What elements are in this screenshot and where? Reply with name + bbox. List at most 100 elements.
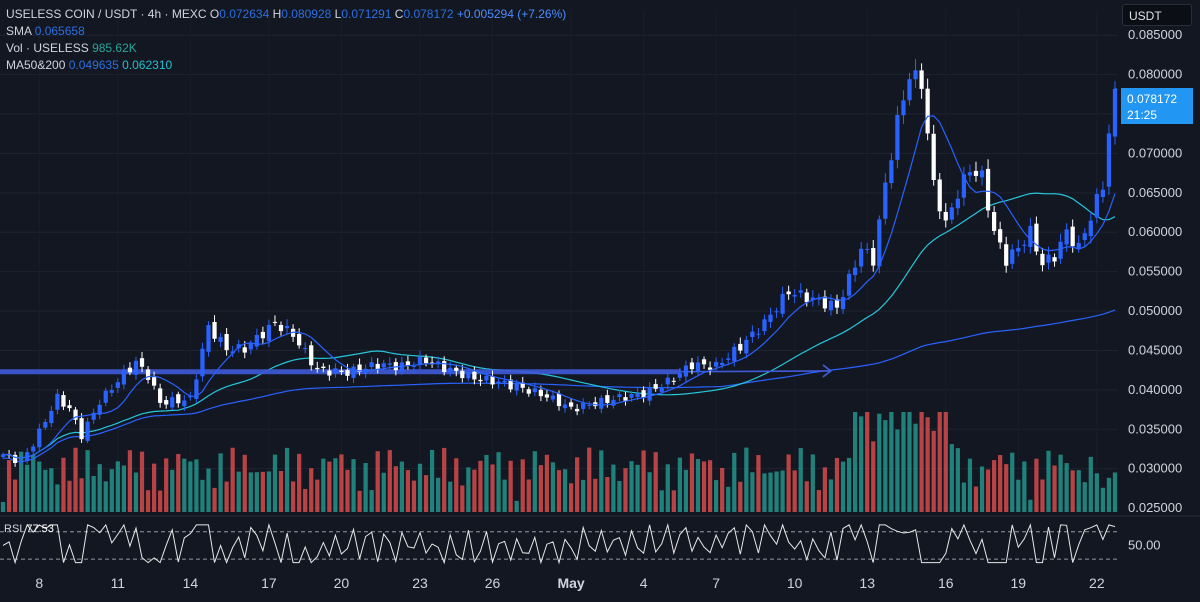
volume-bar — [91, 476, 96, 512]
volume-bar — [12, 479, 18, 512]
sma-row[interactable]: SMA 0.065658 — [6, 23, 566, 40]
candle-body — [659, 387, 664, 392]
price-tick-label: 0.065000 — [1128, 185, 1182, 200]
candle-body — [756, 333, 761, 335]
candle-body — [653, 384, 658, 389]
volume-bar — [466, 467, 471, 512]
candle-body — [164, 400, 169, 405]
bar-countdown: 21:25 — [1127, 108, 1158, 122]
candle-body — [568, 402, 574, 407]
support-arrow-line — [680, 370, 831, 373]
volume-bar — [1100, 487, 1106, 512]
candle-body — [242, 347, 247, 353]
volume-bar — [393, 466, 398, 512]
volume-bar — [840, 461, 846, 512]
candle-body — [442, 361, 447, 373]
candle-body — [973, 170, 979, 176]
close-value: 0.078172 — [403, 7, 454, 21]
candle-body — [925, 88, 930, 134]
volume-bar — [73, 447, 78, 512]
volume-bar — [967, 458, 973, 512]
volume-bar — [290, 481, 296, 512]
time-tick-label: 11 — [111, 575, 126, 591]
volume-bar — [182, 458, 187, 512]
candle-body — [1004, 244, 1009, 266]
volume-bar — [19, 451, 24, 512]
candle-body — [182, 400, 187, 407]
candle-body — [1082, 233, 1087, 240]
candle-body — [677, 373, 682, 378]
candle-body — [1034, 223, 1039, 252]
volume-bar — [689, 453, 695, 512]
volume-bar — [6, 460, 12, 512]
rsi-level-label: 50.00 — [1128, 537, 1161, 552]
volume-bar — [943, 412, 948, 512]
volume-bar — [1022, 461, 1027, 512]
candle-body — [466, 372, 471, 379]
candle-body — [1088, 220, 1093, 237]
volume-bar — [883, 420, 888, 512]
open-label: O — [209, 7, 220, 21]
volume-bar — [593, 478, 598, 512]
volume-bar — [907, 412, 912, 512]
ma-label: MA50&200 — [6, 58, 66, 72]
candle-body — [1016, 247, 1021, 252]
rsi-legend[interactable]: RSI 77.53 — [4, 523, 54, 535]
volume-bar — [1052, 465, 1057, 512]
volume-row[interactable]: Vol · USELESS 985.62K — [6, 40, 566, 57]
candle-body — [786, 291, 791, 295]
volume-bar — [472, 469, 477, 512]
candle-body — [176, 394, 181, 404]
candle-body — [133, 360, 139, 375]
time-tick-label: 4 — [640, 575, 648, 591]
ma50-value: 0.049635 — [68, 58, 119, 72]
time-tick-label: 17 — [261, 575, 277, 591]
change-value: +0.005294 (+7.26%) — [456, 7, 567, 21]
symbol-title[interactable]: USELESS COIN / USDT · 4h · MEXC — [6, 7, 207, 21]
volume-bar — [991, 460, 997, 512]
volume-bar — [436, 477, 441, 512]
candle-body — [840, 297, 846, 310]
volume-bar — [315, 479, 320, 512]
candle-body — [853, 267, 858, 276]
volume-bar — [67, 480, 72, 512]
volume-bar — [913, 423, 918, 512]
candle-body — [248, 343, 253, 350]
price-tick-label: 0.045000 — [1128, 342, 1182, 357]
volume-bar — [726, 486, 731, 512]
candle-body — [49, 410, 54, 424]
volume-bar — [949, 444, 954, 512]
close-label: C — [394, 7, 404, 21]
candle-body — [707, 367, 713, 370]
volume-bar — [979, 466, 985, 512]
candle-body — [230, 351, 235, 354]
candle-body — [871, 248, 876, 266]
volume-bar — [931, 430, 936, 512]
candle-body — [828, 300, 834, 311]
candle-body — [701, 359, 707, 365]
ma-row[interactable]: MA50&200 0.049635 0.062310 — [6, 57, 566, 74]
volume-bar — [248, 472, 253, 512]
volume-bar — [653, 452, 658, 512]
chart-legend: USELESS COIN / USDT · 4h · MEXC O0.07263… — [6, 6, 566, 74]
volume-bar — [623, 468, 628, 512]
volume-bar — [768, 472, 773, 512]
candle-body — [411, 365, 417, 367]
candle-body — [61, 395, 66, 407]
candle-body — [381, 363, 386, 368]
candle-body — [115, 382, 120, 388]
volume-bar — [405, 470, 411, 512]
candle-body — [846, 273, 852, 296]
volume-bar — [865, 412, 870, 512]
candle-body — [810, 297, 815, 301]
volume-bar — [611, 464, 616, 512]
candle-body — [405, 361, 411, 366]
volume-bar — [744, 447, 749, 512]
currency-selector[interactable]: USDT — [1122, 4, 1192, 26]
volume-bar — [1112, 472, 1118, 512]
volume-bar — [272, 454, 278, 512]
high-label: H — [272, 7, 282, 21]
price-tick-label: 0.025000 — [1128, 500, 1182, 515]
volume-bar — [828, 479, 834, 512]
